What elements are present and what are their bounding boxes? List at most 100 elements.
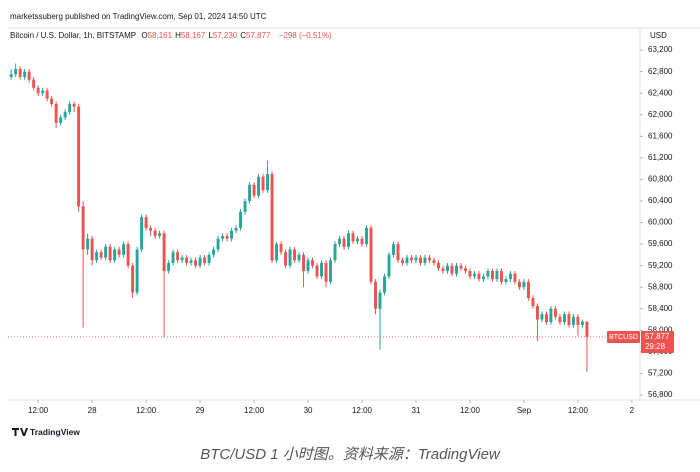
- candle-body: [531, 297, 535, 307]
- symbol-tag: [607, 330, 640, 343]
- candle-body: [450, 265, 454, 274]
- candle-body: [401, 260, 404, 263]
- candle-body: [189, 260, 193, 263]
- candle-body: [248, 184, 252, 201]
- legend-value: 58,167: [180, 31, 206, 40]
- candle-body: [549, 308, 553, 323]
- x-tick-label: 30: [304, 406, 313, 415]
- candle-body: [499, 271, 503, 282]
- publisher: marketssuberg published on TradingView.c…: [10, 12, 267, 21]
- y-tick-label: 58,400: [648, 304, 673, 313]
- legend-key: O: [141, 31, 148, 40]
- candle-body: [230, 230, 234, 239]
- candle-body: [302, 254, 305, 272]
- candle-body: [212, 249, 216, 255]
- candle-body: [517, 281, 521, 288]
- candle-body: [81, 206, 85, 250]
- candle-body: [347, 233, 350, 247]
- candle-body: [9, 74, 13, 78]
- tv-logo: TradingView: [12, 427, 80, 437]
- candle-body: [27, 71, 31, 80]
- candle-body: [23, 71, 27, 78]
- y-tick-label: 60,800: [648, 175, 673, 184]
- x-tick-label: Sep: [517, 406, 532, 415]
- candle-body: [59, 117, 63, 123]
- candle-body: [374, 281, 377, 309]
- candle-body: [284, 252, 288, 266]
- candle-body: [464, 268, 467, 272]
- x-tick-label: 12:00: [136, 406, 157, 415]
- candle-body: [36, 87, 40, 94]
- candle-body: [378, 292, 382, 309]
- candle-body: [522, 281, 526, 288]
- candle-body: [293, 249, 296, 261]
- candle-body: [108, 246, 112, 261]
- candle-body: [351, 233, 355, 242]
- logo-text: TradingView: [30, 427, 80, 437]
- candle-body: [437, 262, 440, 269]
- candle-body: [221, 236, 225, 239]
- symbol-tag-text: BTCUSD: [609, 334, 638, 341]
- candle-body: [176, 252, 180, 261]
- x-tick-label: 12:00: [28, 406, 49, 415]
- candle-body: [252, 184, 256, 196]
- candle-body: [365, 227, 368, 245]
- candle-body: [392, 244, 395, 255]
- candle-body: [526, 281, 530, 298]
- y-tick-label: 58,800: [648, 282, 673, 291]
- candle-body: [486, 271, 490, 277]
- candle-body: [198, 257, 202, 266]
- candle-body: [544, 314, 548, 323]
- candle-body: [180, 257, 184, 261]
- candle-body: [338, 238, 341, 245]
- y-tick-label: 61,200: [648, 153, 673, 162]
- candle-body: [41, 90, 45, 94]
- candle-body: [360, 238, 364, 245]
- y-tick-label: 62,800: [648, 67, 673, 76]
- y-tick-label: 57,200: [648, 369, 673, 378]
- symbol-legend: Bitcoin / U.S. Dollar, 1h, BITSTAMP O58,…: [10, 31, 335, 40]
- candle-body: [72, 103, 76, 107]
- legend-key: L: [208, 31, 213, 40]
- candle-body: [270, 174, 274, 261]
- candle-body: [311, 260, 314, 266]
- candle-body: [234, 227, 238, 231]
- candle-body: [423, 257, 427, 263]
- price-tag-countdown: 29:28: [645, 342, 666, 351]
- candle-body: [446, 265, 449, 272]
- x-tick-label: 12:00: [460, 406, 481, 415]
- candle-body: [558, 316, 562, 323]
- candle-body: [383, 276, 386, 293]
- y-tick-label: 59,200: [648, 261, 673, 270]
- candle-body: [77, 106, 81, 207]
- candle-body: [567, 314, 571, 325]
- x-tick-label: 12:00: [568, 406, 589, 415]
- candle-body: [54, 103, 58, 123]
- candle-body: [135, 249, 139, 293]
- candle-body: [149, 227, 153, 231]
- candle-body: [243, 200, 247, 212]
- logo-icon: [12, 428, 28, 436]
- candle-body: [432, 260, 436, 263]
- candle-body: [171, 252, 175, 263]
- candle-body: [239, 211, 243, 228]
- candle-body: [126, 244, 130, 266]
- candle-body: [428, 257, 431, 261]
- candle-body: [131, 265, 135, 293]
- y-tick-label: 62,400: [648, 88, 673, 97]
- candle-body: [158, 233, 162, 237]
- candle-body: [297, 254, 301, 261]
- y-tick-label: 59,600: [648, 239, 673, 248]
- candle-body: [441, 268, 445, 272]
- candle-body: [18, 68, 22, 78]
- x-tick-label: 29: [196, 406, 205, 415]
- candle-body: [63, 112, 67, 118]
- candle-body: [410, 257, 413, 261]
- candle-body: [571, 316, 575, 325]
- candle-body: [275, 244, 279, 261]
- candle-body: [329, 260, 332, 282]
- candle-body: [315, 265, 319, 277]
- legend-value: 58,161: [147, 31, 173, 40]
- x-tick-label: 31: [412, 406, 421, 415]
